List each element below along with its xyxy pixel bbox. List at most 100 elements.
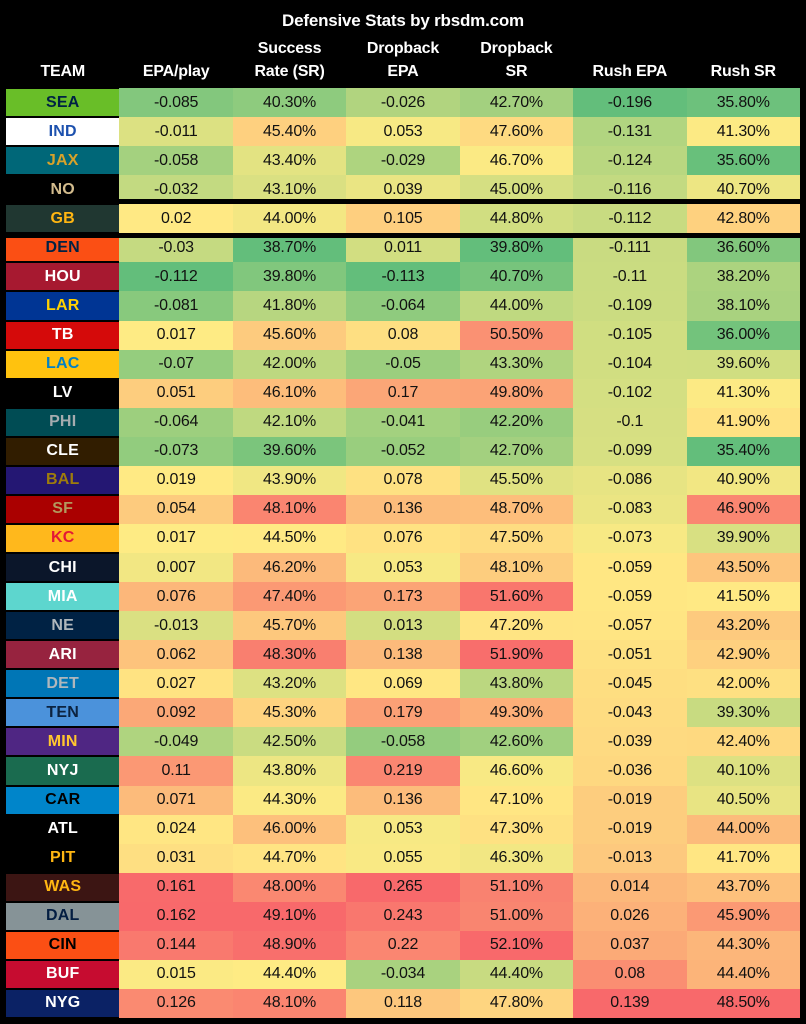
table-row[interactable]: WAS 0.161 48.00% 0.265 51.10% 0.014 43.7… bbox=[6, 872, 800, 902]
epa-play-cell: 0.162 bbox=[119, 901, 233, 931]
dropback-epa-cell: -0.052 bbox=[346, 436, 460, 466]
team-cell[interactable]: NYJ bbox=[6, 756, 120, 786]
table-row[interactable]: MIN -0.049 42.50% -0.058 42.60% -0.039 4… bbox=[6, 727, 800, 757]
table-row[interactable]: DET 0.027 43.20% 0.069 43.80% -0.045 42.… bbox=[6, 669, 800, 699]
table-row[interactable]: CIN 0.144 48.90% 0.22 52.10% 0.037 44.30… bbox=[6, 930, 800, 960]
team-cell[interactable]: HOU bbox=[6, 262, 120, 292]
rush-sr-cell: 40.90% bbox=[686, 465, 800, 495]
table-row[interactable]: CAR 0.071 44.30% 0.136 47.10% -0.019 40.… bbox=[6, 785, 800, 815]
team-cell[interactable]: DAL bbox=[6, 901, 120, 931]
team-abbr: BUF bbox=[6, 960, 120, 988]
epa-play-cell: 0.071 bbox=[119, 785, 233, 815]
table-row[interactable]: HOU -0.112 39.80% -0.113 40.70% -0.11 38… bbox=[6, 262, 800, 292]
table-row[interactable]: CLE -0.073 39.60% -0.052 42.70% -0.099 3… bbox=[6, 436, 800, 466]
team-cell[interactable]: ATL bbox=[6, 814, 120, 844]
table-row[interactable]: NE -0.013 45.70% 0.013 47.20% -0.057 43.… bbox=[6, 611, 800, 641]
team-cell[interactable]: TB bbox=[6, 320, 120, 350]
table-row[interactable]: ARI 0.062 48.30% 0.138 51.90% -0.051 42.… bbox=[6, 640, 800, 670]
table-row[interactable]: NYJ 0.11 43.80% 0.219 46.60% -0.036 40.1… bbox=[6, 756, 800, 786]
team-cell[interactable]: CLE bbox=[6, 436, 120, 466]
team-cell[interactable]: SEA bbox=[6, 88, 120, 118]
team-cell[interactable]: DEN bbox=[6, 233, 120, 263]
success-rate-cell: 44.40% bbox=[232, 959, 347, 989]
table-row[interactable]: DAL 0.162 49.10% 0.243 51.00% 0.026 45.9… bbox=[6, 901, 800, 931]
table-row[interactable]: BAL 0.019 43.90% 0.078 45.50% -0.086 40.… bbox=[6, 465, 800, 495]
table-row[interactable]: LAR -0.081 41.80% -0.064 44.00% -0.109 3… bbox=[6, 291, 800, 321]
team-cell[interactable]: CIN bbox=[6, 930, 120, 960]
rush-epa-cell: -0.013 bbox=[573, 843, 687, 873]
team-cell[interactable]: BAL bbox=[6, 465, 120, 495]
team-cell[interactable]: GB bbox=[6, 204, 120, 234]
table-row[interactable]: TB 0.017 45.60% 0.08 50.50% -0.105 36.00… bbox=[6, 320, 800, 350]
epa-play-cell: 0.126 bbox=[119, 988, 233, 1018]
team-cell[interactable]: ARI bbox=[6, 640, 120, 670]
team-cell[interactable]: JAX bbox=[6, 146, 120, 176]
team-abbr: CIN bbox=[6, 931, 120, 959]
dropback-epa-cell: 0.138 bbox=[346, 640, 460, 670]
rush-sr-cell: 39.90% bbox=[686, 523, 800, 553]
team-cell[interactable]: BUF bbox=[6, 959, 120, 989]
team-cell[interactable]: NE bbox=[6, 611, 120, 641]
team-abbr: DAL bbox=[6, 902, 120, 930]
table-row[interactable]: LV 0.051 46.10% 0.17 49.80% -0.102 41.30… bbox=[6, 378, 800, 408]
table-row[interactable]: DEN -0.03 38.70% 0.011 39.80% -0.111 36.… bbox=[6, 233, 800, 263]
rush-epa-cell: -0.083 bbox=[573, 494, 687, 524]
table-row[interactable]: CHI 0.007 46.20% 0.053 48.10% -0.059 43.… bbox=[6, 553, 800, 583]
rush-epa-cell: -0.073 bbox=[573, 523, 687, 553]
team-cell[interactable]: LAR bbox=[6, 291, 120, 321]
rush-epa-cell: -0.099 bbox=[573, 436, 687, 466]
table-row[interactable]: IND -0.011 45.40% 0.053 47.60% -0.131 41… bbox=[6, 117, 800, 147]
team-cell[interactable]: PIT bbox=[6, 843, 120, 873]
dropback-epa-cell: -0.05 bbox=[346, 349, 460, 379]
dropback-sr-cell: 45.50% bbox=[459, 465, 574, 495]
team-cell[interactable]: KC bbox=[6, 523, 120, 553]
dropback-epa-cell: 0.011 bbox=[346, 233, 460, 263]
team-cell[interactable]: CAR bbox=[6, 785, 120, 815]
rush-sr-cell: 44.30% bbox=[686, 930, 800, 960]
table-row[interactable]: BUF 0.015 44.40% -0.034 44.40% 0.08 44.4… bbox=[6, 959, 800, 989]
column-header-top: Success bbox=[257, 39, 322, 57]
epa-play-cell: 0.02 bbox=[119, 204, 233, 234]
team-cell[interactable]: CHI bbox=[6, 553, 120, 583]
rush-epa-cell: 0.08 bbox=[573, 959, 687, 989]
team-cell[interactable]: LV bbox=[6, 378, 120, 408]
table-row[interactable]: SF 0.054 48.10% 0.136 48.70% -0.083 46.9… bbox=[6, 494, 800, 524]
dropback-sr-cell: 51.60% bbox=[459, 582, 574, 612]
team-cell[interactable]: IND bbox=[6, 117, 120, 147]
team-cell[interactable]: WAS bbox=[6, 872, 120, 902]
dropback-sr-cell: 49.30% bbox=[459, 698, 574, 728]
team-cell[interactable]: PHI bbox=[6, 407, 120, 437]
table-row[interactable]: JAX -0.058 43.40% -0.029 46.70% -0.124 3… bbox=[6, 146, 800, 176]
table-row[interactable]: GB 0.02 44.00% 0.105 44.80% -0.112 42.80… bbox=[1, 199, 805, 239]
table-row[interactable]: PHI -0.064 42.10% -0.041 42.20% -0.1 41.… bbox=[6, 407, 800, 437]
team-cell[interactable]: DET bbox=[6, 669, 120, 699]
team-cell[interactable]: MIN bbox=[6, 727, 120, 757]
rush-sr-cell: 45.90% bbox=[686, 901, 800, 931]
table-row[interactable]: ATL 0.024 46.00% 0.053 47.30% -0.019 44.… bbox=[6, 814, 800, 844]
rush-sr-cell: 41.70% bbox=[686, 843, 800, 873]
table-row[interactable]: TEN 0.092 45.30% 0.179 49.30% -0.043 39.… bbox=[6, 698, 800, 728]
team-cell[interactable]: NYG bbox=[6, 988, 120, 1018]
success-rate-cell: 48.90% bbox=[232, 930, 347, 960]
table-row[interactable]: NO -0.032 43.10% 0.039 45.00% -0.116 40.… bbox=[6, 175, 800, 205]
table-row[interactable]: NYG 0.126 48.10% 0.118 47.80% 0.139 48.5… bbox=[6, 988, 800, 1018]
table-row[interactable]: KC 0.017 44.50% 0.076 47.50% -0.073 39.9… bbox=[6, 523, 800, 553]
team-cell[interactable]: SF bbox=[6, 494, 120, 524]
rush-sr-cell: 44.00% bbox=[686, 814, 800, 844]
dropback-sr-cell: 47.20% bbox=[459, 611, 574, 641]
dropback-epa-cell: 0.055 bbox=[346, 843, 460, 873]
team-cell[interactable]: TEN bbox=[6, 698, 120, 728]
team-cell[interactable]: NO bbox=[6, 175, 120, 205]
team-cell[interactable]: MIA bbox=[6, 582, 120, 612]
dropback-epa-cell: 0.076 bbox=[346, 523, 460, 553]
team-cell[interactable]: LAC bbox=[6, 349, 120, 379]
success-rate-cell: 39.80% bbox=[232, 262, 347, 292]
table-row[interactable]: PIT 0.031 44.70% 0.055 46.30% -0.013 41.… bbox=[6, 843, 800, 873]
table-row[interactable]: MIA 0.076 47.40% 0.173 51.60% -0.059 41.… bbox=[6, 582, 800, 612]
page-title: Defensive Stats by rbsdm.com bbox=[282, 11, 524, 30]
rush-sr-cell: 46.90% bbox=[686, 494, 800, 524]
table-row[interactable]: SEA -0.085 40.30% -0.026 42.70% -0.196 3… bbox=[6, 88, 800, 118]
epa-play-cell: -0.058 bbox=[119, 146, 233, 176]
table-row[interactable]: LAC -0.07 42.00% -0.05 43.30% -0.104 39.… bbox=[6, 349, 800, 379]
success-rate-cell: 45.40% bbox=[232, 117, 347, 147]
